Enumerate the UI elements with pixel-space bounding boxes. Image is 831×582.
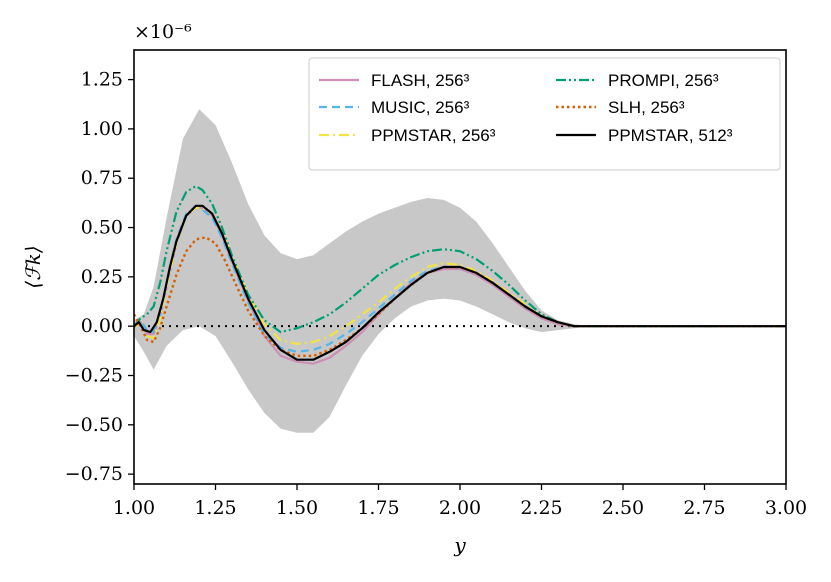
x-tick-label: 2.00 xyxy=(439,497,481,519)
legend-frame xyxy=(308,57,781,171)
legend-label-3: PROMPI, 256³ xyxy=(608,71,719,90)
y-tick-label: 0.00 xyxy=(81,315,123,337)
y-axis-label: ⟨ℱk⟩ xyxy=(21,245,45,288)
y-tick-label: 0.50 xyxy=(81,217,123,239)
y-axis-ticks: −0.75 −0.50 −0.25 0.00 0.25 0.50 0.75 1.00 1.25 xyxy=(65,69,134,485)
legend-label-2: PPMSTAR, 256³ xyxy=(371,126,496,145)
y-tick-label: 0.25 xyxy=(81,266,123,288)
x-axis-label: y xyxy=(453,533,466,557)
series-line-5 xyxy=(134,204,786,361)
y-offset-label: ×10⁻⁶ xyxy=(134,21,192,43)
x-axis-ticks: 1.00 1.25 1.50 1.75 2.00 2.25 2.50 2.75 3.00 xyxy=(113,484,807,519)
legend: FLASH, 256³ MUSIC, 256³ PPMSTAR, 256³ PROMP… xyxy=(308,57,781,171)
legend-label-4: SLH, 256³ xyxy=(608,98,685,117)
uncertainty-band-layer xyxy=(134,109,786,433)
series-line-3 xyxy=(134,185,786,334)
x-tick-label: 1.00 xyxy=(113,497,155,519)
legend-label-1: MUSIC, 256³ xyxy=(371,98,470,117)
x-tick-label: 2.25 xyxy=(520,497,562,519)
x-tick-label: 2.75 xyxy=(683,497,725,519)
x-tick-label: 1.50 xyxy=(276,497,318,519)
series-layer xyxy=(134,185,786,365)
uncertainty-band xyxy=(134,109,786,433)
legend-label-5: PPMSTAR, 512³ xyxy=(608,126,733,145)
y-tick-label: 1.25 xyxy=(81,69,123,91)
y-tick-label: −0.25 xyxy=(65,365,123,387)
series-line-4 xyxy=(134,236,786,357)
y-tick-label: 0.75 xyxy=(81,167,123,189)
y-tick-label: −0.75 xyxy=(65,463,123,485)
y-tick-label: 1.00 xyxy=(81,118,123,140)
x-tick-label: 1.75 xyxy=(357,497,399,519)
x-tick-label: 1.25 xyxy=(194,497,236,519)
y-tick-label: −0.50 xyxy=(65,414,123,436)
x-tick-label: 2.50 xyxy=(602,497,644,519)
legend-label-0: FLASH, 256³ xyxy=(371,71,470,90)
x-tick-label: 3.00 xyxy=(765,497,807,519)
